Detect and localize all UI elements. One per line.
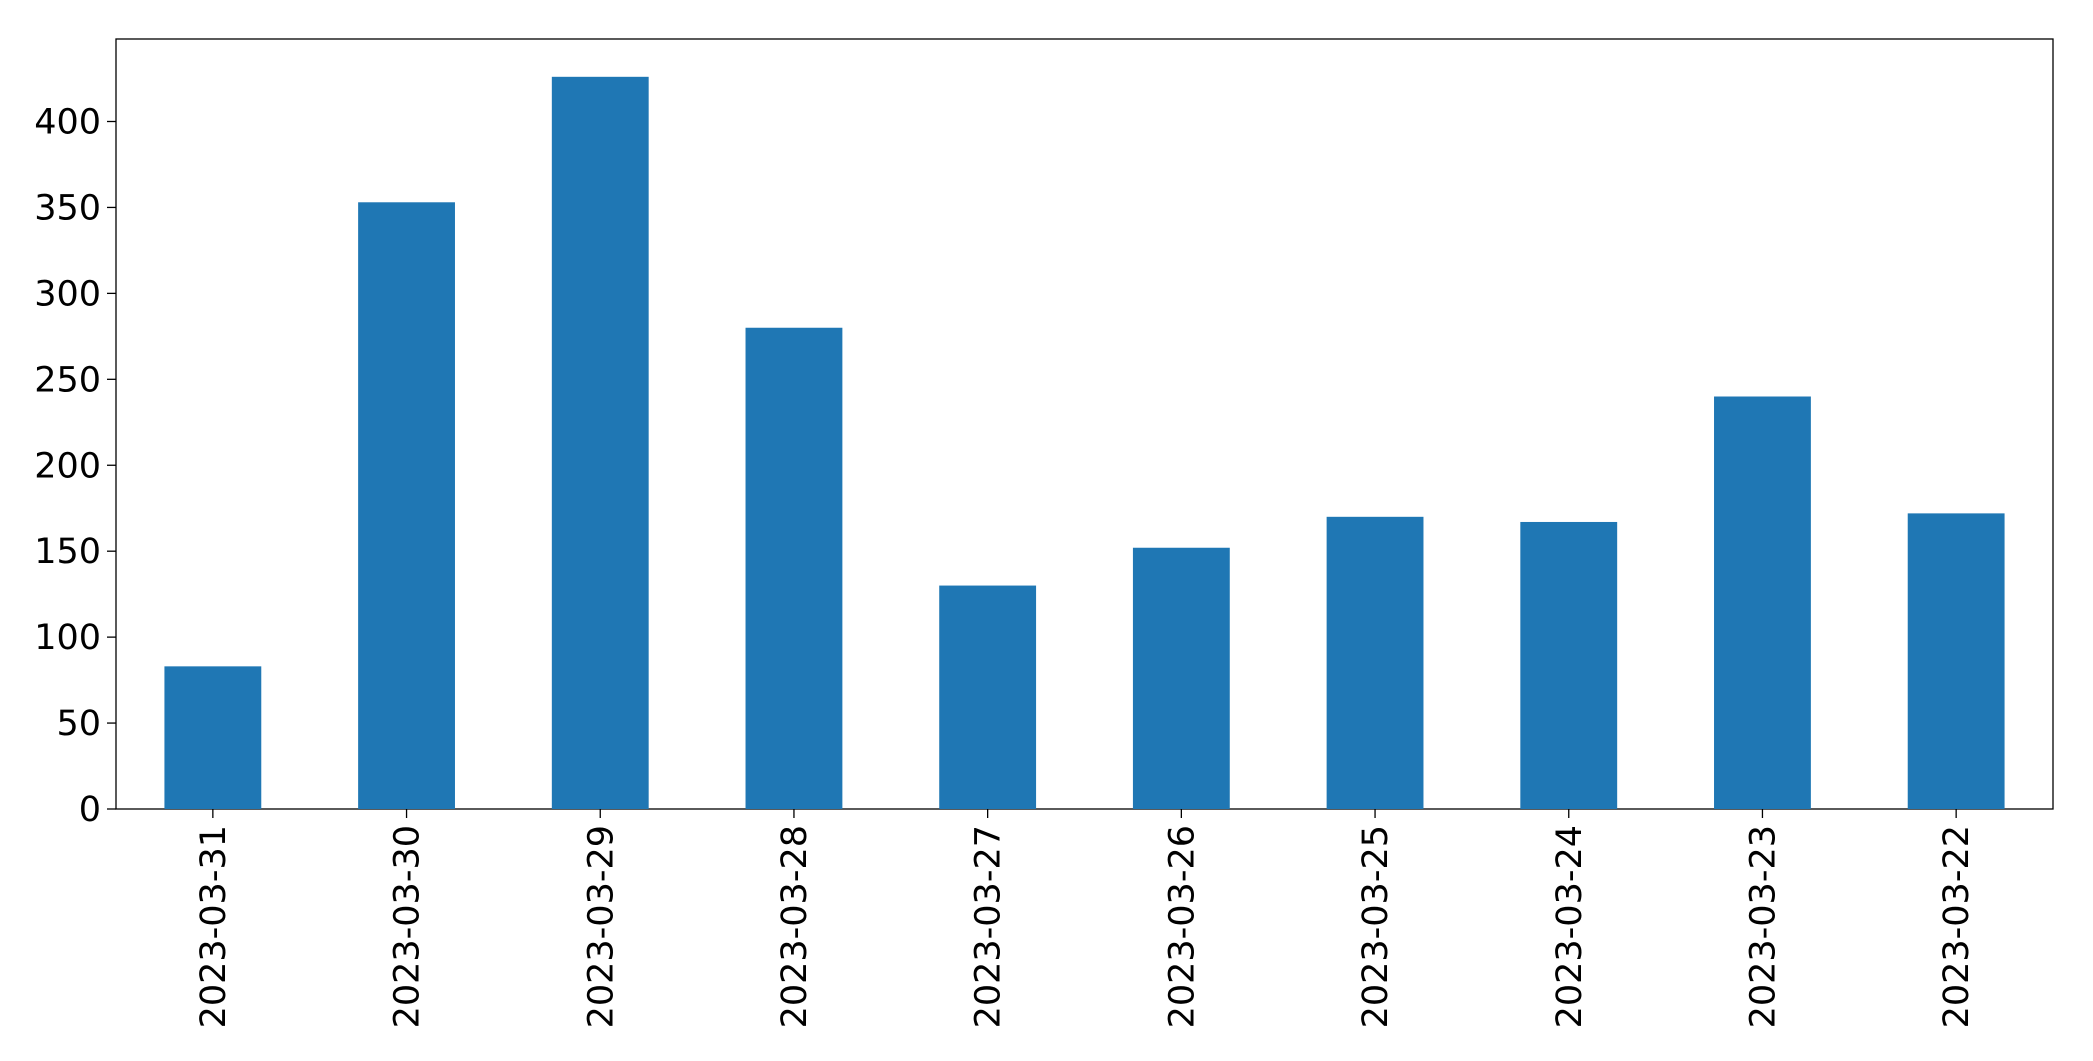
- x-tick-label: 2023-03-30: [388, 825, 428, 1028]
- x-tick-label: 2023-03-31: [194, 825, 234, 1028]
- x-tick-label: 2023-03-23: [1743, 825, 1783, 1028]
- x-tick-label: 2023-03-27: [969, 825, 1009, 1028]
- x-tick-label: 2023-03-25: [1356, 825, 1396, 1028]
- bar: [1520, 521, 1618, 809]
- x-tick-label: 2023-03-28: [775, 825, 815, 1028]
- bar: [745, 327, 843, 809]
- x-tick-label: 2023-03-26: [1162, 825, 1202, 1028]
- x-tick-label: 2023-03-29: [581, 825, 621, 1028]
- y-tick-label: 50: [56, 704, 101, 744]
- bar: [1132, 547, 1230, 809]
- bar: [1714, 396, 1811, 809]
- y-tick-label: 250: [34, 360, 101, 400]
- x-tick-label: 2023-03-22: [1937, 825, 1977, 1028]
- y-tick-label: 350: [34, 188, 101, 228]
- y-tick-label: 200: [34, 446, 101, 486]
- y-tick-label: 400: [34, 103, 101, 143]
- bar: [1907, 513, 2005, 809]
- y-tick-label: 100: [34, 618, 101, 658]
- x-tick-label: 2023-03-24: [1550, 825, 1590, 1028]
- bar: [551, 76, 649, 809]
- bar: [358, 202, 455, 809]
- y-tick-label: 150: [34, 532, 101, 572]
- bar: [1326, 516, 1424, 809]
- bar: [164, 666, 262, 809]
- plot-frame: [115, 38, 2054, 810]
- bar: [939, 585, 1037, 809]
- y-tick-label: 300: [34, 274, 101, 314]
- y-tick-label: 0: [79, 790, 101, 830]
